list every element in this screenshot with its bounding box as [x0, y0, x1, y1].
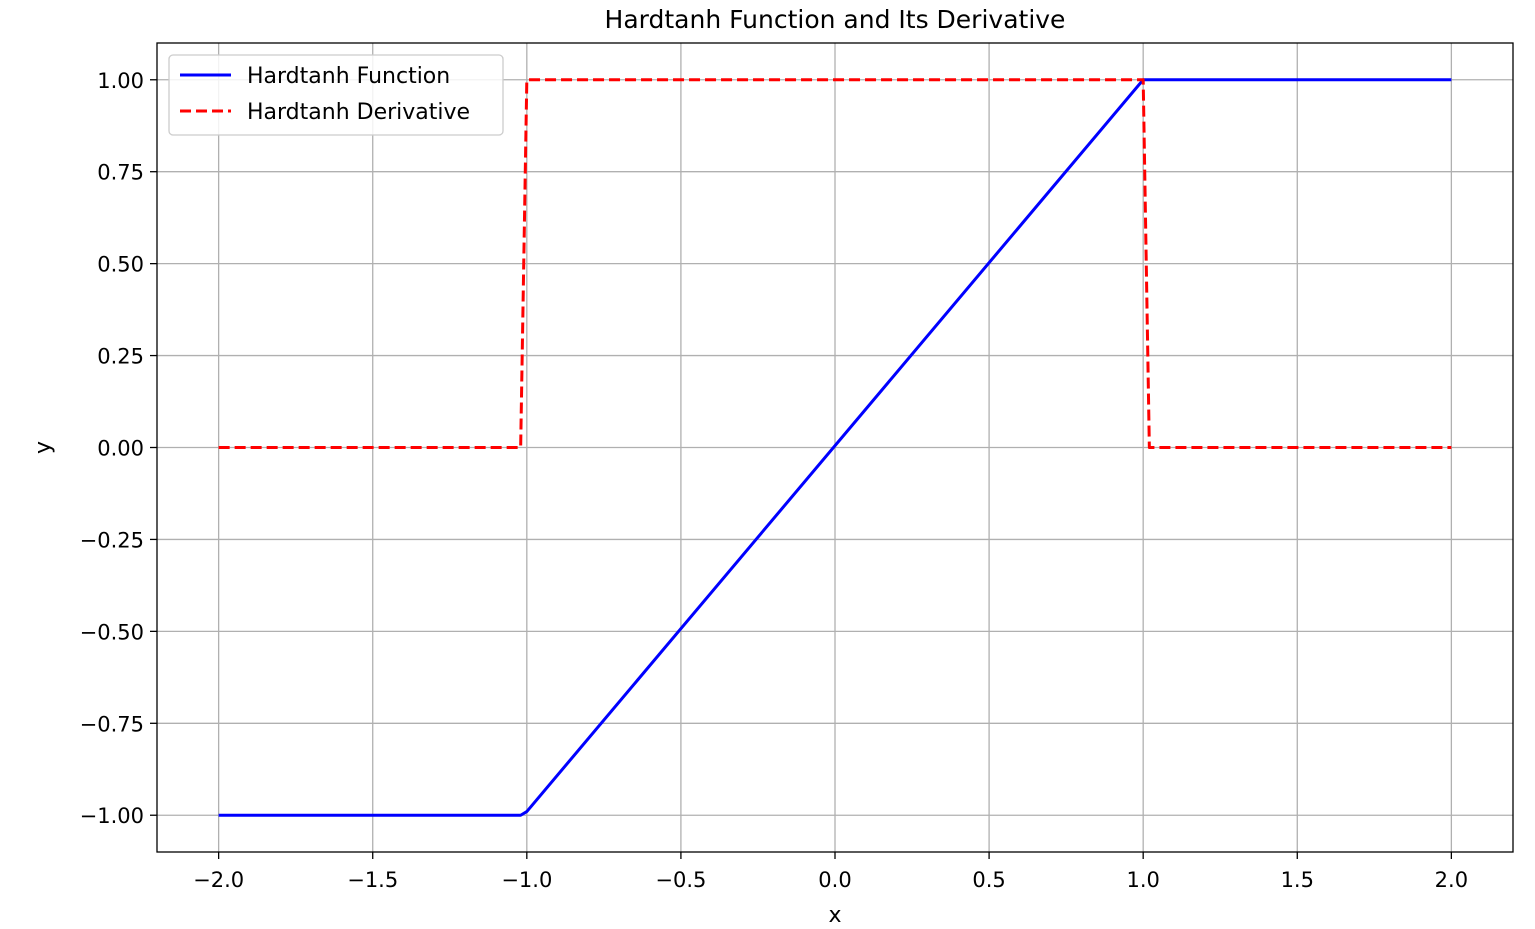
legend-box	[168, 54, 504, 136]
legend-label-1: Hardtanh Function	[247, 64, 450, 89]
y-tick-label: −0.25	[80, 528, 144, 552]
y-tick-label: −1.00	[80, 804, 144, 828]
y-tick-label: −0.50	[80, 620, 144, 644]
chart-title: Hardtanh Function and Its Derivative	[605, 5, 1066, 34]
legend: Hardtanh Function Hardtanh Derivative	[168, 54, 504, 136]
y-tick-label: 1.00	[97, 69, 144, 93]
x-tick-label: −0.5	[655, 868, 706, 892]
y-tick-label: 0.00	[97, 437, 144, 461]
x-tick-label: 0.5	[972, 868, 1005, 892]
x-tick-label: 0.0	[818, 868, 851, 892]
y-tick-label: 0.50	[97, 253, 144, 277]
y-tick-label: −0.75	[80, 712, 144, 736]
x-tick-label: −2.0	[193, 868, 244, 892]
x-tick-label: 1.0	[1126, 868, 1159, 892]
x-tick-label: −1.0	[501, 868, 552, 892]
x-axis-label: x	[828, 903, 841, 928]
y-tick-label: 0.75	[97, 161, 144, 185]
series-layer	[218, 78, 1452, 817]
x-tick-label: 1.5	[1281, 868, 1314, 892]
y-tick-label: 0.25	[97, 345, 144, 369]
series-line-1	[218, 78, 1452, 817]
series-line-2	[218, 78, 1452, 449]
x-tick-label: −1.5	[347, 868, 398, 892]
ticks: −2.0 −1.5 −1.0 −0.5 0.0 0.5 1.0 1.5 2.0 −1.00 −0.7…	[80, 69, 1468, 892]
x-tick-label: 2.0	[1435, 868, 1468, 892]
legend-label-2: Hardtanh Derivative	[247, 100, 470, 125]
y-axis-label: y	[31, 441, 56, 454]
